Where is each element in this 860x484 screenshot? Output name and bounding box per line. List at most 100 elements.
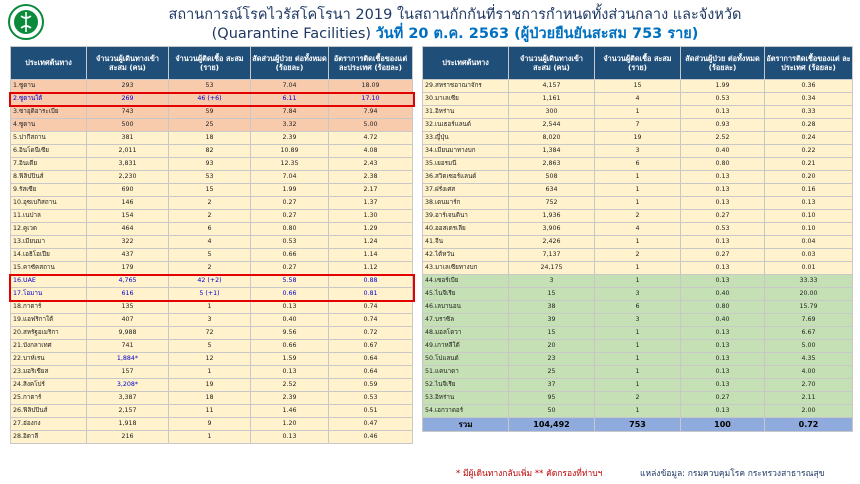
rate-cell: 0.72 [328, 326, 413, 340]
travelers-cell: 7,137 [508, 248, 595, 262]
travelers-cell: 616 [86, 287, 169, 301]
table-row: 29.สหราชอาณาจักร 4,157 15 1.99 0.36 [422, 79, 853, 93]
rate-cell: 0.16 [764, 183, 853, 197]
ratio-cell: 0.27 [250, 196, 329, 210]
table-row: 38.เดนมาร์ก 752 1 0.13 0.13 [422, 196, 853, 210]
table-row: 25.กาตาร์ 3,387 18 2.39 0.53 [10, 391, 413, 405]
ratio-cell: 0.13 [250, 430, 329, 444]
travelers-cell: 743 [86, 105, 169, 119]
rate-cell: 0.53 [328, 391, 413, 405]
table-row: 45.ไนจีเรีย 15 3 0.40 20.00 [422, 287, 853, 301]
rate-cell: 0.81 [328, 287, 413, 301]
travelers-cell: 3,387 [86, 391, 169, 405]
travelers-cell: 135 [86, 300, 169, 314]
rate-cell: 2.38 [328, 170, 413, 184]
travelers-cell: 2,230 [86, 170, 169, 184]
infected-cell: 11 [168, 404, 251, 418]
header-country: ประเทศต้นทาง [422, 46, 509, 80]
travelers-cell: 154 [86, 209, 169, 223]
country-cell: 4.ซูดาน [10, 118, 87, 132]
table-row: 4.ซูดาน 500 25 3.32 5.00 [10, 118, 413, 132]
ratio-cell: 0.13 [680, 326, 765, 340]
travelers-cell: 3,208* [86, 378, 169, 392]
table-row: 9.รัสเซีย 690 15 1.99 2.17 [10, 183, 413, 197]
infected-cell: 18 [168, 131, 251, 145]
travelers-cell: 1,384 [508, 144, 595, 158]
rate-cell: 0.13 [764, 196, 853, 210]
page-subtitle: (Quarantine Facilities) วันที่ 20 ต.ค. 2… [50, 22, 860, 45]
ratio-cell: 9.56 [250, 326, 329, 340]
infected-cell: 1 [594, 183, 681, 197]
table-row: 46.เลบานอน 38 6 0.80 15.79 [422, 300, 853, 314]
travelers-cell: 322 [86, 235, 169, 249]
table-row: 49.เกาหลีใต้ 20 1 0.13 5.00 [422, 339, 853, 353]
infected-cell: 1 [594, 196, 681, 210]
ratio-cell: 0.80 [680, 300, 765, 314]
infected-cell: 18 [168, 391, 251, 405]
table-row: 21.บังกลาเทศ 741 5 0.66 0.67 [10, 339, 413, 353]
ratio-cell: 1.20 [250, 417, 329, 431]
subtitle-prefix: (Quarantine Facilities) [211, 26, 372, 42]
rate-cell: 0.36 [764, 79, 853, 93]
country-cell: 17.โอมาน [10, 287, 87, 301]
infected-cell: 2 [168, 209, 251, 223]
table-row: 35.เยอรมนี 2,863 6 0.80 0.21 [422, 157, 853, 171]
ratio-cell: 1.99 [680, 79, 765, 93]
ratio-cell: 0.27 [680, 248, 765, 262]
country-cell: 1.ซูดาน [10, 79, 87, 93]
travelers-cell: 95 [508, 391, 595, 405]
infected-cell: 19 [168, 378, 251, 392]
rate-cell: 15.79 [764, 300, 853, 314]
infected-cell: 4 [594, 92, 681, 106]
travelers-cell: 146 [86, 196, 169, 210]
table-row: 17.โอมาน 616 5 (+1) 0.66 0.81 [10, 287, 413, 301]
infected-cell: 15 [594, 79, 681, 93]
ratio-cell: 10.89 [250, 144, 329, 158]
ratio-cell: 0.27 [250, 209, 329, 223]
infected-cell: 19 [594, 131, 681, 145]
total-travelers: 104,492 [508, 417, 595, 432]
travelers-cell: 2,544 [508, 118, 595, 132]
ratio-cell: 0.13 [250, 365, 329, 379]
infected-cell: 3 [594, 287, 681, 301]
infected-cell: 6 [594, 157, 681, 171]
table-row: 37.ฝรั่งเศส 634 1 0.13 0.16 [422, 183, 853, 197]
ratio-cell: 0.27 [680, 391, 765, 405]
ratio-cell: 0.13 [680, 235, 765, 249]
country-cell: 12.คูเวต [10, 222, 87, 236]
travelers-cell: 752 [508, 196, 595, 210]
infected-cell: 12 [168, 352, 251, 366]
header-infection-rate: อัตราการติดเชื้อของแต่ ละประเทศ (ร้อยละ) [764, 46, 853, 80]
country-cell: 49.เกาหลีใต้ [422, 339, 509, 353]
rate-cell: 4.00 [764, 365, 853, 379]
table-row: 12.คูเวต 464 6 0.80 1.29 [10, 222, 413, 236]
ratio-cell: 0.53 [680, 92, 765, 106]
rate-cell: 4.35 [764, 352, 853, 366]
country-cell: 13.เมียนมา [10, 235, 87, 249]
infected-cell: 6 [168, 222, 251, 236]
infected-cell: 1 [594, 339, 681, 353]
country-cell: 44.เซอร์เบีย [422, 274, 509, 288]
country-cell: 19.แอฟริกาใต้ [10, 313, 87, 327]
travelers-cell: 3,906 [508, 222, 595, 236]
table-row: 43.มาเลเซียทางบก 24,175 1 0.13 0.01 [422, 261, 853, 275]
ratio-cell: 3.32 [250, 118, 329, 132]
table-row: 32.เนเธอร์แลนด์ 2,544 7 0.93 0.28 [422, 118, 853, 132]
rate-cell: 1.12 [328, 261, 413, 275]
country-cell: 11.เนปาล [10, 209, 87, 223]
rate-cell: 4.08 [328, 144, 413, 158]
infected-cell: 72 [168, 326, 251, 340]
country-cell: 52.ไนจีเรีย [422, 378, 509, 392]
infected-cell: 82 [168, 144, 251, 158]
infected-cell: 53 [168, 170, 251, 184]
country-cell: 18.กาตาร์ [10, 300, 87, 314]
ratio-cell: 0.13 [680, 339, 765, 353]
rate-cell: 6.67 [764, 326, 853, 340]
country-cell: 39.อาร์เจนตินา [422, 209, 509, 223]
country-cell: 8.ฟิลิปปินส์ [10, 170, 87, 184]
ratio-cell: 7.04 [250, 79, 329, 93]
country-cell: 30.มาเลเซีย [422, 92, 509, 106]
rate-cell: 0.33 [764, 105, 853, 119]
header-infected: จำนวนผู้ติดเชื้อ สะสม (ราย) [594, 46, 681, 80]
infected-cell: 2 [594, 248, 681, 262]
